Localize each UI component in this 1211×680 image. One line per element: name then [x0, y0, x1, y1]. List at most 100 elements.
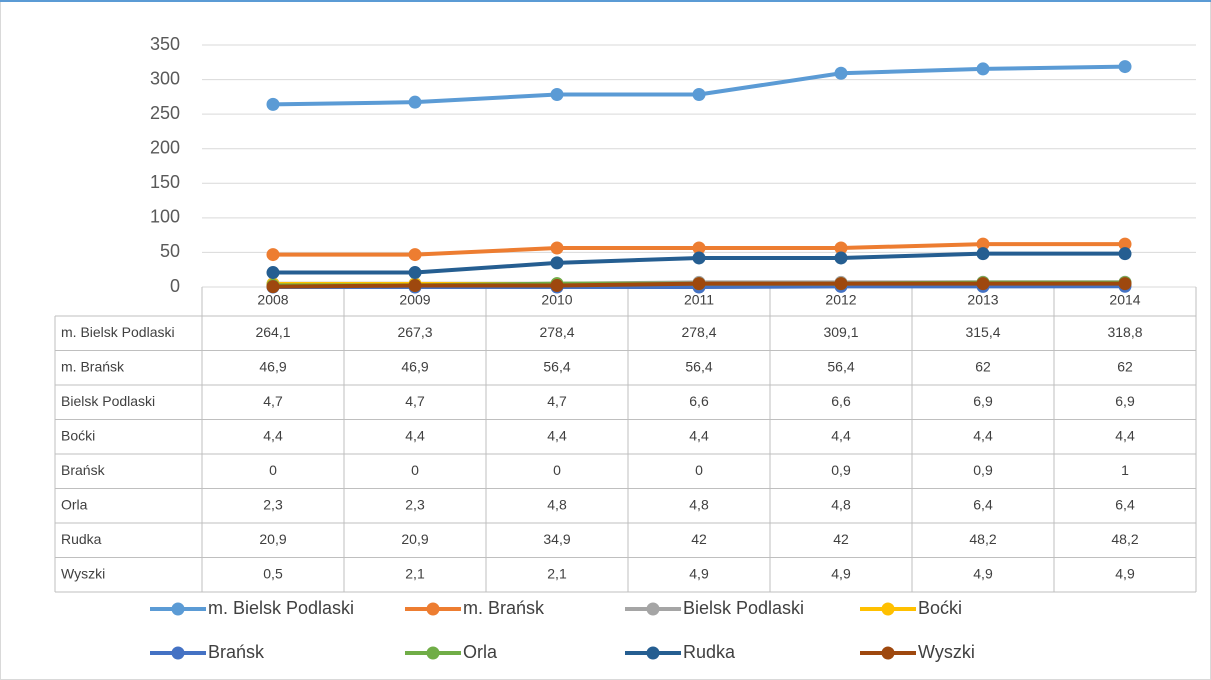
table-cell: 4,4 [831, 427, 851, 443]
legend-marker [646, 602, 660, 616]
table-row-header: Orla [61, 496, 88, 512]
table-cell: 4,7 [405, 393, 425, 409]
table-cell: 6,6 [831, 393, 851, 409]
table-cell: 2,1 [547, 565, 567, 581]
table-cell: 264,1 [255, 324, 290, 340]
x-tick-label: 2014 [1109, 292, 1140, 308]
table-cell: 4,9 [1115, 565, 1135, 581]
point [1118, 247, 1132, 261]
legend-marker [426, 602, 440, 616]
table-cell: 6,9 [1115, 393, 1135, 409]
point [408, 95, 422, 109]
table-cell: 0,5 [263, 565, 283, 581]
x-tick-label: 2012 [825, 292, 856, 308]
legend-marker [171, 646, 185, 660]
legend-label: m. Brańsk [463, 598, 545, 618]
point [834, 241, 848, 255]
table-cell: 278,4 [539, 324, 574, 340]
y-tick-label: 300 [150, 68, 180, 88]
x-tick-label: 2010 [541, 292, 572, 308]
point [550, 241, 564, 255]
y-tick-label: 250 [150, 103, 180, 123]
table-cell: 56,4 [543, 358, 570, 374]
table-cell: 4,4 [973, 427, 993, 443]
point [408, 266, 422, 280]
legend-label: Orla [463, 642, 498, 662]
point [976, 62, 990, 76]
y-tick-label: 350 [150, 34, 180, 54]
point [834, 277, 848, 291]
table-cell: 4,9 [689, 565, 709, 581]
table-row-header: m. Brańsk [61, 358, 125, 374]
point [976, 247, 990, 261]
point [550, 256, 564, 270]
point [266, 266, 280, 280]
table-cell: 4,4 [405, 427, 425, 443]
table-cell: 4,7 [263, 393, 283, 409]
table-cell: 2,3 [263, 496, 283, 512]
point [834, 66, 848, 80]
y-tick-label: 0 [170, 276, 180, 296]
y-tick-label: 200 [150, 137, 180, 157]
table-cell: 4,9 [973, 565, 993, 581]
point [692, 241, 706, 255]
point [976, 237, 990, 251]
legend-label: m. Bielsk Podlaski [208, 598, 354, 618]
legend-label: Wyszki [918, 642, 975, 662]
legend-label: Rudka [683, 642, 736, 662]
table-cell: 46,9 [401, 358, 428, 374]
table-cell: 56,4 [827, 358, 854, 374]
point [976, 277, 990, 291]
table-cell: 4,4 [1115, 427, 1135, 443]
table-cell: 34,9 [543, 531, 570, 547]
legend-label: Brańsk [208, 642, 265, 662]
table-row-header: Rudka [61, 531, 102, 547]
table-cell: 56,4 [685, 358, 712, 374]
y-tick-label: 150 [150, 172, 180, 192]
x-tick-label: 2009 [399, 292, 430, 308]
point [1118, 237, 1132, 251]
y-tick-label: 50 [160, 241, 180, 261]
table-cell: 20,9 [259, 531, 286, 547]
point [408, 279, 422, 293]
point [550, 279, 564, 293]
point [1118, 277, 1132, 291]
table-cell: 4,8 [547, 496, 567, 512]
table-cell: 0,9 [831, 462, 851, 478]
point [692, 277, 706, 291]
table-cell: 4,4 [689, 427, 709, 443]
point [692, 251, 706, 265]
point [408, 248, 422, 262]
legend-marker [881, 602, 895, 616]
point [550, 88, 564, 102]
table-cell: 6,9 [973, 393, 993, 409]
point [266, 97, 280, 111]
x-tick-label: 2011 [684, 292, 714, 308]
table-cell: 278,4 [681, 324, 716, 340]
legend-marker [646, 646, 660, 660]
table-row-header: Wyszki [61, 565, 105, 581]
point [266, 280, 280, 294]
table-cell: 0 [269, 462, 277, 478]
table-cell: 6,4 [973, 496, 993, 512]
point [1118, 60, 1132, 74]
table-cell: 42 [691, 531, 707, 547]
legend-marker [171, 602, 185, 616]
table-cell: 48,2 [1111, 531, 1138, 547]
table-cell: 4,7 [547, 393, 567, 409]
table-cell: 6,4 [1115, 496, 1135, 512]
point [692, 88, 706, 102]
table-cell: 48,2 [969, 531, 996, 547]
table-cell: 0 [553, 462, 561, 478]
x-tick-label: 2008 [257, 292, 288, 308]
table-cell: 4,4 [263, 427, 283, 443]
legend-label: Boćki [918, 598, 962, 618]
table-row-header: Bielsk Podlaski [61, 393, 155, 409]
table-cell: 2,3 [405, 496, 425, 512]
table-cell: 4,8 [831, 496, 851, 512]
point [834, 251, 848, 265]
table-row-header: Brańsk [61, 462, 106, 478]
table-row-header: Boćki [61, 427, 95, 443]
